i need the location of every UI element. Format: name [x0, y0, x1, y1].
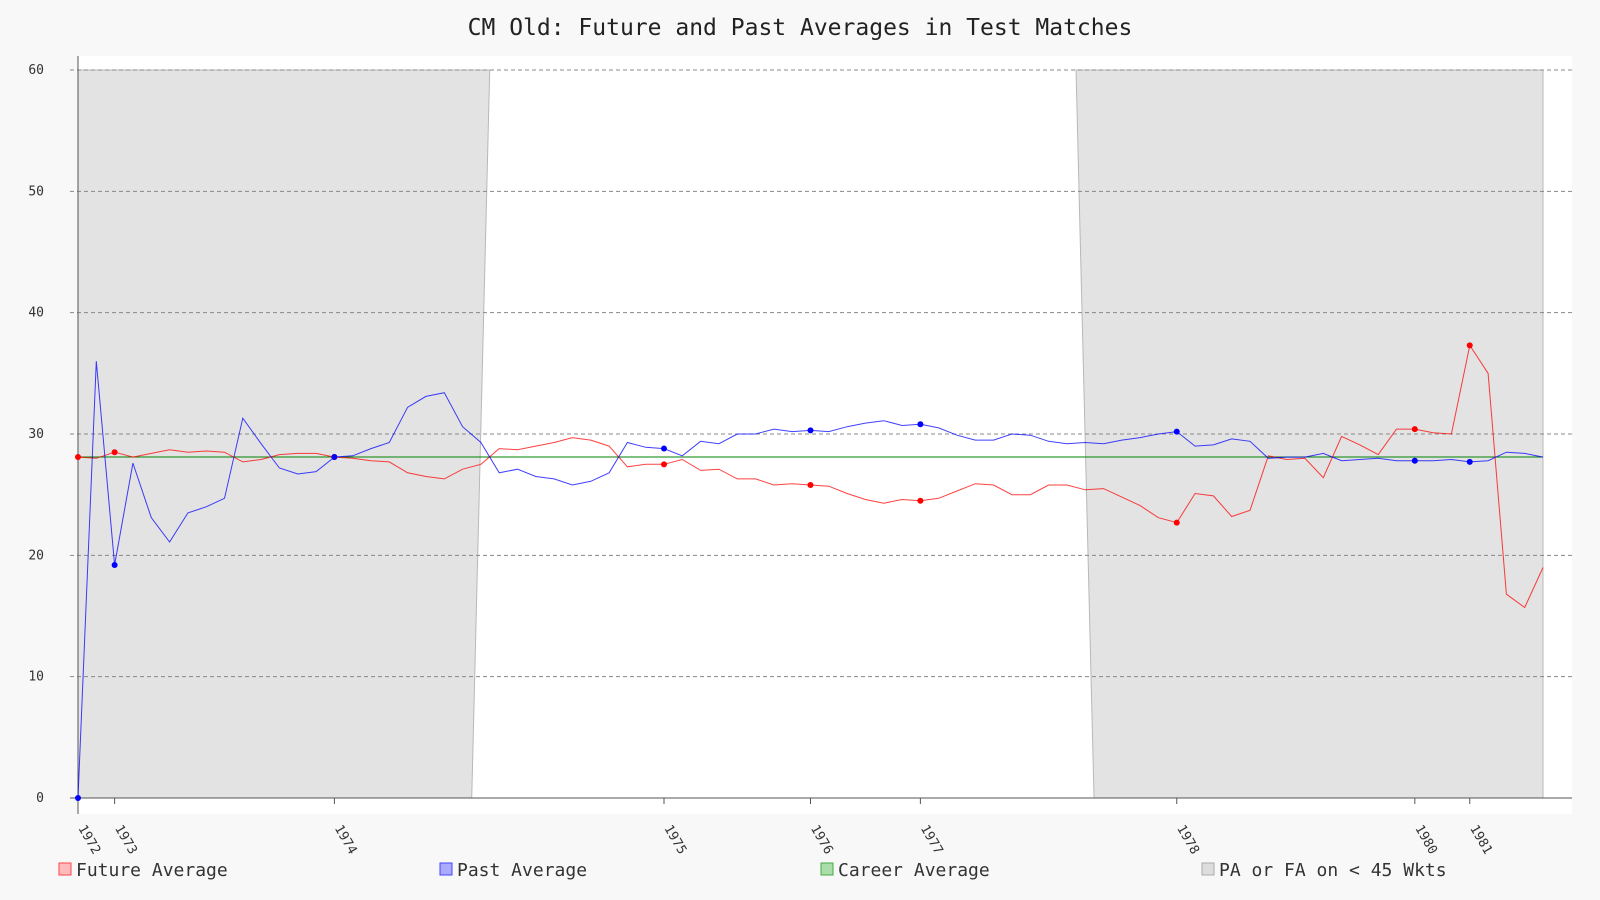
past-average-point	[111, 562, 118, 569]
legend-swatch-career-average	[820, 862, 834, 876]
future-average-point	[917, 497, 924, 504]
past-average-point	[917, 421, 924, 428]
legend: Future Average Past Average Career Avera…	[58, 860, 1447, 881]
past-average-point	[1411, 457, 1418, 464]
past-average-point	[1173, 428, 1180, 435]
future-average-point	[75, 454, 81, 461]
future-average-point	[1173, 519, 1180, 526]
future-average-point	[1466, 342, 1473, 349]
future-average-point	[807, 481, 814, 488]
legend-swatch-past-average	[439, 862, 453, 876]
y-tick-label-30: 30	[28, 427, 44, 442]
legend-swatch-future-average	[58, 862, 72, 876]
y-tick-label-60: 60	[28, 63, 44, 78]
grid-lines	[70, 69, 1572, 678]
legend-label-past-average: Past Average	[457, 860, 587, 881]
y-tick-label-50: 50	[28, 184, 44, 199]
y-tick-label-10: 10	[28, 670, 44, 685]
y-tick-label-40: 40	[28, 306, 44, 321]
y-tick-label-0: 0	[36, 791, 44, 806]
past-average-point	[331, 454, 338, 461]
past-average-point	[75, 795, 81, 801]
past-average-point	[661, 445, 667, 452]
legend-label-low-wickets-region: PA or FA on < 45 Wkts	[1219, 860, 1447, 881]
y-tick-label-20: 20	[28, 548, 44, 563]
future-average-point	[111, 449, 118, 456]
highlight-points	[75, 342, 1473, 801]
legend-label-career-average: Career Average	[838, 860, 990, 881]
legend-label-future-average: Future Average	[76, 860, 228, 881]
legend-swatch-low-wickets-region	[1201, 862, 1215, 876]
chart-title: CM Old: Future and Past Averages in Test…	[468, 15, 1133, 41]
future-average-point	[1411, 426, 1418, 433]
past-average-point	[1466, 458, 1473, 465]
past-average-point	[807, 427, 814, 434]
future-average-point	[661, 461, 667, 468]
